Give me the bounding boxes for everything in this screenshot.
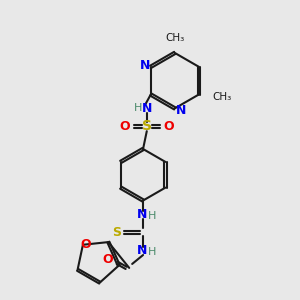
Text: O: O <box>81 238 91 251</box>
Text: O: O <box>163 120 174 133</box>
Text: S: S <box>142 119 152 133</box>
Text: N: N <box>142 102 152 115</box>
Text: H: H <box>148 247 156 257</box>
Text: H: H <box>148 212 156 221</box>
Text: O: O <box>102 254 113 266</box>
Text: CH₃: CH₃ <box>165 33 184 43</box>
Text: H: H <box>134 103 142 113</box>
Text: S: S <box>112 226 121 239</box>
Text: O: O <box>120 120 130 133</box>
Text: N: N <box>176 104 186 117</box>
Text: CH₃: CH₃ <box>213 92 232 101</box>
Text: N: N <box>137 208 147 221</box>
Text: N: N <box>137 244 147 256</box>
Text: N: N <box>140 59 150 72</box>
